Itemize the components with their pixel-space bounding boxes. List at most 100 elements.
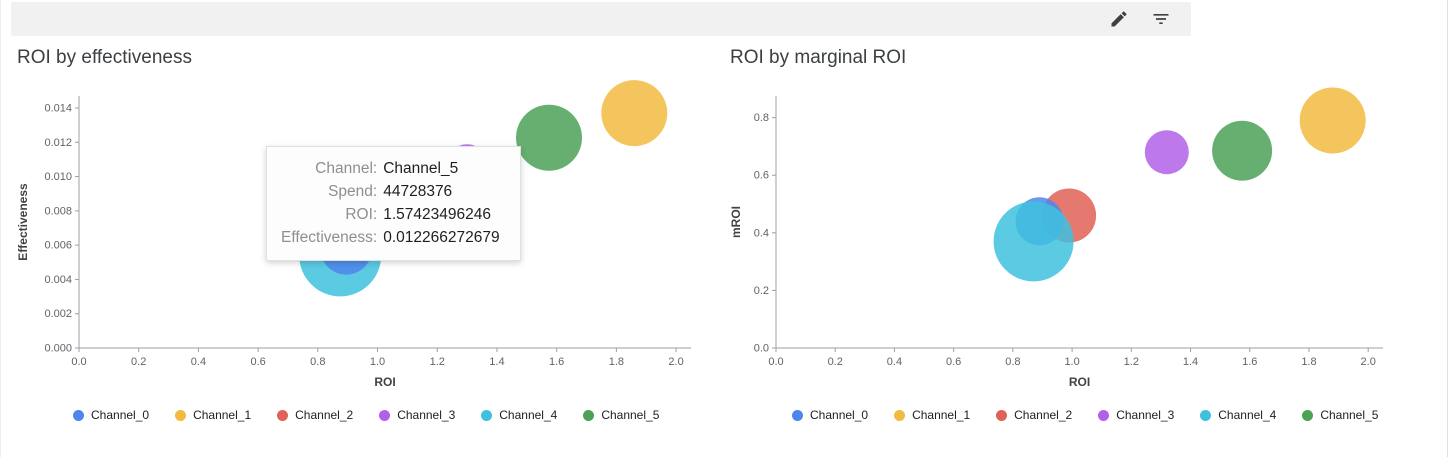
- y-tick-label: 0.002: [44, 308, 72, 320]
- legend-dot: [1098, 409, 1110, 421]
- legend-dot: [1302, 409, 1314, 421]
- y-axis-label: mROI: [729, 206, 743, 238]
- legend-dot: [175, 409, 187, 421]
- edit-button[interactable]: [1103, 3, 1135, 35]
- y-tick-label: 0.008: [44, 205, 72, 217]
- legend-label: Channel_3: [1116, 408, 1175, 422]
- x-axis-label: ROI: [374, 375, 395, 389]
- bubble-Channel_3[interactable]: [1144, 130, 1189, 175]
- bubble-Channel_5[interactable]: [516, 104, 582, 171]
- x-tick-label: 1.2: [430, 356, 445, 368]
- x-tick-label: 0.6: [946, 356, 961, 368]
- legend-label: Channel_4: [499, 408, 558, 422]
- bubble-tooltip: Channel: Channel_5 Spend: 44728376 ROI: …: [266, 146, 521, 261]
- y-tick-label: 0.014: [44, 103, 72, 115]
- y-tick-label: 0.6: [754, 170, 769, 182]
- legend-item-Channel_0[interactable]: Channel_0: [73, 408, 149, 422]
- y-tick-label: 0.012: [44, 137, 72, 149]
- legend-label: Channel_2: [1014, 408, 1073, 422]
- card-toolbar: [11, 2, 1191, 36]
- y-tick-label: 0.006: [44, 240, 72, 252]
- legend-dot: [894, 409, 906, 421]
- chart-title: ROI by effectiveness: [17, 47, 192, 68]
- x-tick-label: 1.8: [1301, 356, 1316, 368]
- x-tick-label: 1.4: [1183, 356, 1198, 368]
- legend-item-Channel_4[interactable]: Channel_4: [481, 408, 557, 422]
- legend-dot: [792, 409, 803, 421]
- x-tick-label: 0.2: [828, 356, 843, 368]
- legend-label: Channel_4: [1218, 408, 1277, 422]
- tooltip-label: Channel:: [315, 160, 378, 177]
- legend-dot: [1200, 409, 1212, 421]
- legend-item-Channel_5[interactable]: Channel_5: [1302, 408, 1378, 422]
- filter-button[interactable]: [1145, 3, 1177, 35]
- y-tick-label: 0.004: [44, 274, 72, 286]
- legend-label: Channel_0: [810, 408, 869, 422]
- legend-item-Channel_5[interactable]: Channel_5: [583, 408, 659, 422]
- legend-dot: [277, 409, 289, 421]
- legend-label: Channel_0: [91, 408, 150, 422]
- tooltip-value: Channel_5: [383, 160, 459, 177]
- mroi-chart: 0.0 0.2 0.4 0.6 0.8 1.0 1.2 1.4 1.6 1.8 2.0 0.0 0.2 0…: [729, 87, 1383, 389]
- legend-label: Channel_1: [193, 408, 252, 422]
- tooltip-label: Spend:: [328, 183, 378, 200]
- legend-item-Channel_4[interactable]: Channel_4: [1200, 408, 1276, 422]
- x-tick-label: 1.0: [370, 356, 385, 368]
- chart-card-mroi: ROI by marginal ROI 0.0 0.2 0.4 0.6 0.8 1.0 1.…: [728, 40, 1447, 422]
- legend-item-Channel_2[interactable]: Channel_2: [277, 408, 353, 422]
- legend-label: Channel_1: [912, 408, 971, 422]
- y-tick-label: 0.8: [754, 112, 769, 124]
- chart-title: ROI by marginal ROI: [730, 47, 907, 68]
- y-axis-label: Effectiveness: [16, 183, 30, 261]
- x-tick-label: 1.6: [549, 356, 564, 368]
- x-tick-label: 1.2: [1124, 356, 1139, 368]
- legend-dot: [481, 409, 493, 421]
- x-tick-label: 2.0: [668, 356, 683, 368]
- legend-item-Channel_1[interactable]: Channel_1: [175, 408, 251, 422]
- legend-item-Channel_0[interactable]: Channel_0: [792, 408, 868, 422]
- filter-icon: [1151, 9, 1171, 29]
- legend-label: Channel_3: [397, 408, 456, 422]
- pencil-icon: [1109, 9, 1129, 29]
- x-tick-label: 1.0: [1064, 356, 1079, 368]
- legend-item-Channel_3[interactable]: Channel_3: [379, 408, 455, 422]
- legend-item-Channel_1[interactable]: Channel_1: [894, 408, 970, 422]
- bubble-Channel_4[interactable]: [993, 201, 1074, 282]
- bubble-Channel_5[interactable]: [1212, 120, 1273, 181]
- x-tick-label: 0.0: [768, 356, 783, 368]
- x-tick-label: 1.8: [609, 356, 624, 368]
- bubble-Channel_1[interactable]: [601, 80, 668, 147]
- legend-item-Channel_2[interactable]: Channel_2: [996, 408, 1072, 422]
- legend-dot: [379, 409, 391, 421]
- legend-dot: [73, 409, 84, 421]
- x-tick-label: 0.6: [250, 356, 265, 368]
- legend-item-Channel_3[interactable]: Channel_3: [1098, 408, 1174, 422]
- tooltip-value: 0.012266272679: [383, 229, 500, 246]
- x-axis-label: ROI: [1069, 375, 1090, 389]
- x-tick-label: 0.8: [1005, 356, 1020, 368]
- y-tick-label: 0.010: [44, 171, 72, 183]
- tooltip-value: 44728376: [383, 183, 453, 200]
- legend-dot: [583, 409, 595, 421]
- x-tick-label: 1.4: [489, 356, 504, 368]
- x-tick-label: 2.0: [1361, 356, 1376, 368]
- chart-legend: Channel_0 Channel_1 Channel_2 Channel_3 Chan…: [792, 408, 1447, 422]
- legend-dot: [996, 409, 1008, 421]
- x-tick-label: 0.8: [310, 356, 325, 368]
- chart-card-effectiveness: ROI by effectiveness 0.0 0.2 0.4 0.6 0.8 1.0 1…: [1, 40, 728, 422]
- y-tick-label: 0.000: [44, 343, 72, 355]
- tooltip-label: ROI:: [345, 206, 378, 223]
- legend-label: Channel_5: [601, 408, 660, 422]
- x-tick-label: 0.0: [71, 356, 86, 368]
- y-tick-label: 0.2: [754, 285, 769, 297]
- legend-label: Channel_2: [295, 408, 354, 422]
- y-tick-label: 0.0: [754, 343, 769, 355]
- tooltip-label: Effectiveness:: [281, 229, 378, 246]
- legend-label: Channel_5: [1320, 408, 1379, 422]
- x-tick-label: 0.4: [191, 356, 206, 368]
- x-tick-label: 0.4: [887, 356, 902, 368]
- bubble-Channel_1[interactable]: [1299, 87, 1366, 154]
- x-tick-label: 0.2: [131, 356, 146, 368]
- y-tick-label: 0.4: [754, 227, 769, 239]
